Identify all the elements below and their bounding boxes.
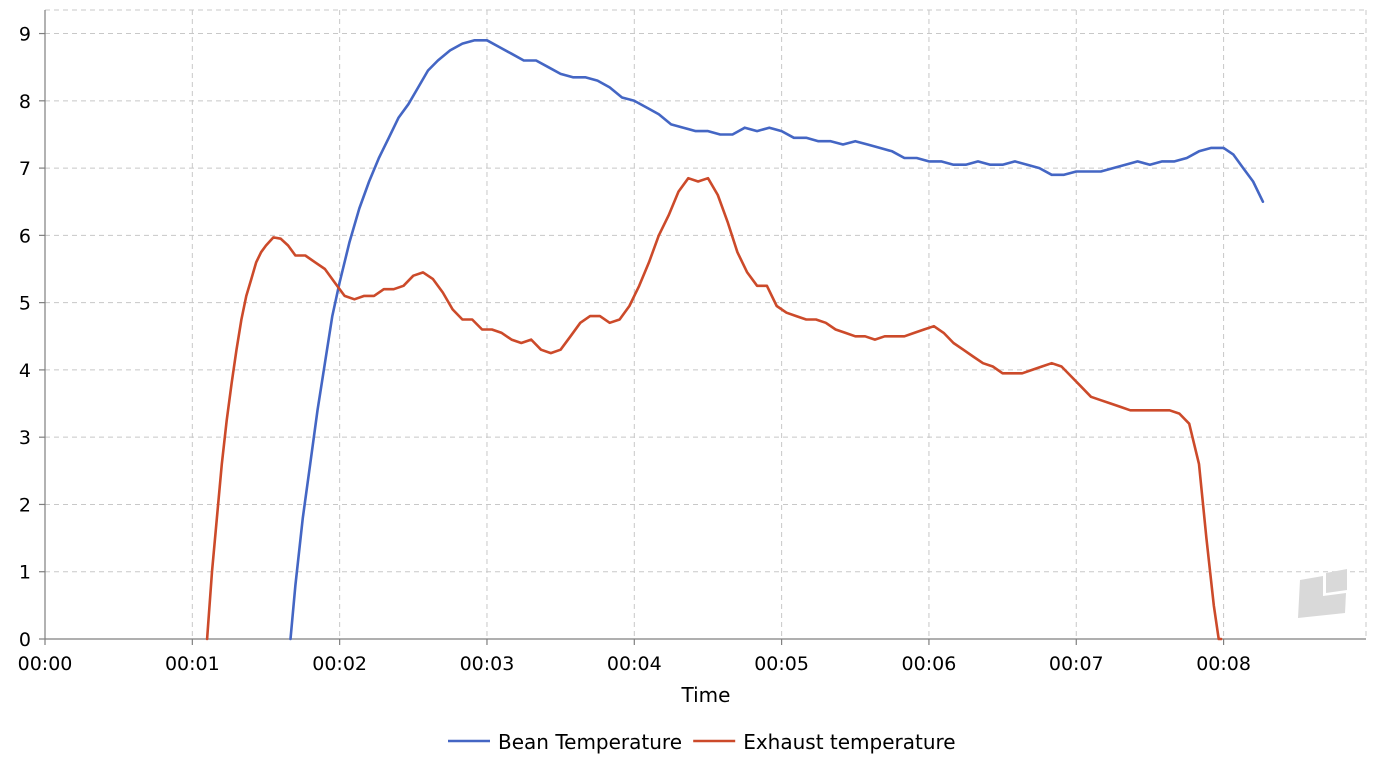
y-tick-label: 2 (19, 494, 31, 516)
y-tick-label: 5 (19, 293, 31, 315)
y-tick-label: 3 (19, 427, 31, 449)
y-tick-label: 8 (19, 91, 31, 113)
x-tick-label: 00:05 (754, 653, 809, 675)
x-tick-label: 00:07 (1049, 653, 1104, 675)
x-tick-label: 00:04 (607, 653, 662, 675)
y-tick-label: 1 (19, 562, 31, 584)
y-tick-label: 0 (19, 629, 31, 651)
y-tick-label: 4 (19, 360, 31, 382)
legend: Bean Temperature Exhaust temperature (448, 730, 956, 754)
watermark-logo-icon (1298, 569, 1347, 618)
series-line-exhaust-temperature (205, 176, 1223, 641)
x-tick-label: 00:00 (18, 653, 73, 675)
x-tick-label: 00:02 (312, 653, 367, 675)
x-tick-label: 00:03 (460, 653, 515, 675)
x-tick-label: 00:06 (902, 653, 957, 675)
series-line-bean-temperature (289, 38, 1265, 641)
y-tick-label: 9 (19, 24, 31, 46)
grid (45, 9, 1367, 639)
y-tick-label: 6 (19, 225, 31, 247)
x-axis-title: Time (681, 683, 731, 707)
legend-label-exhaust-temperature: Exhaust temperature (743, 730, 955, 754)
x-tick-label: 00:08 (1196, 653, 1251, 675)
series-lines (205, 38, 1265, 641)
legend-label-bean-temperature: Bean Temperature (498, 730, 682, 754)
y-tick-label: 7 (19, 158, 31, 180)
x-tick-label: 00:01 (165, 653, 220, 675)
axes: 00:00 00:01 00:02 00:03 00:04 00:05 00:06 00:07… (18, 10, 1366, 675)
